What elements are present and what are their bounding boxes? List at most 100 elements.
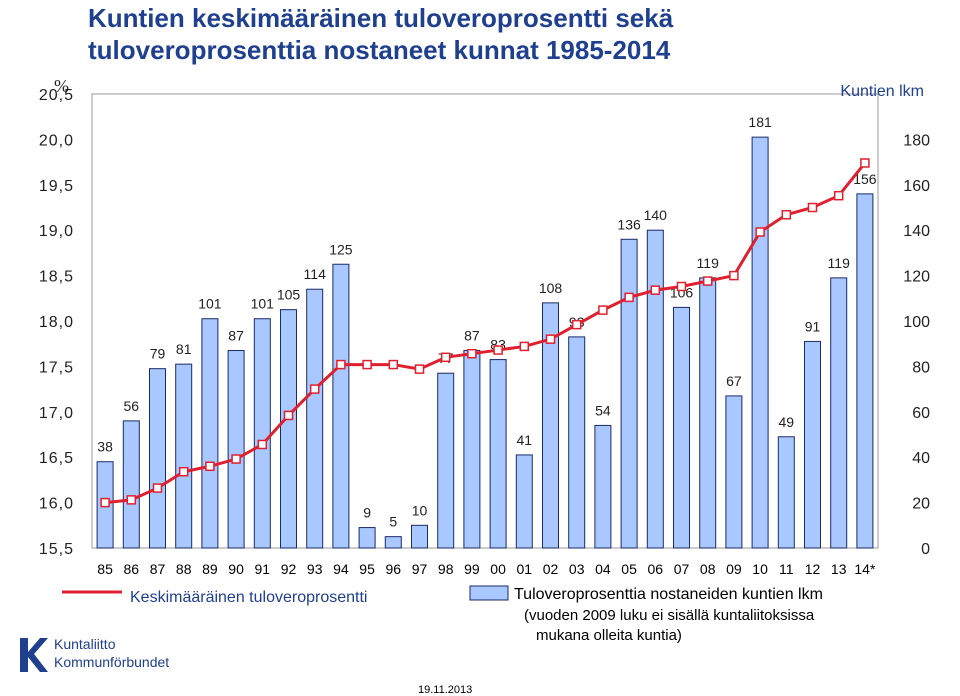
x-axis-tick-label: 05 xyxy=(621,561,637,577)
x-axis-tick-label: 85 xyxy=(97,561,113,577)
left-axis-tick-label: 16,5 xyxy=(39,450,74,467)
bar xyxy=(620,238,638,549)
bar xyxy=(751,136,769,549)
legend-line-label: Keskimääräinen tuloveroprosentti xyxy=(130,589,367,606)
x-axis-tick-label: 89 xyxy=(202,561,218,577)
right-axis-title: Kuntien lkm xyxy=(840,83,924,100)
line-point xyxy=(624,292,634,303)
x-axis-tick-label: 10 xyxy=(752,561,768,577)
x-axis-tick-label: 13 xyxy=(831,561,847,577)
bar xyxy=(804,340,821,549)
x-axis-tick-label: 11 xyxy=(779,561,794,577)
logo-text-line-1: Kuntaliitto xyxy=(54,636,116,652)
x-axis-tick-label: 09 xyxy=(726,561,742,577)
line-point xyxy=(440,352,451,363)
line-point xyxy=(493,345,503,355)
bar-value-label: 79 xyxy=(150,346,166,362)
x-axis-tick-label: 00 xyxy=(490,561,506,577)
bar-value-label: 105 xyxy=(277,287,301,303)
chart-title: Kuntien keskimääräinen tuloveroprosentti… xyxy=(88,2,673,66)
left-axis-tick-label: 17,0 xyxy=(39,405,74,422)
right-axis-tick-label: 40 xyxy=(912,450,930,467)
bar xyxy=(358,527,376,549)
bar xyxy=(725,395,743,549)
x-axis-tick-label: 08 xyxy=(700,561,716,577)
line-point xyxy=(781,210,792,220)
right-axis-tick-label: 120 xyxy=(903,269,930,286)
x-axis-tick-label: 94 xyxy=(333,561,349,577)
line-point xyxy=(178,466,189,477)
bar-value-label: 54 xyxy=(595,402,611,418)
chart-title-line-1: Kuntien keskimääräinen tuloveroprosentti… xyxy=(88,3,674,33)
x-axis-tick-label: 95 xyxy=(359,561,375,577)
bar xyxy=(699,277,717,549)
bar-value-label: 114 xyxy=(304,266,327,282)
bar xyxy=(594,424,612,549)
right-axis-tick-label: 0 xyxy=(921,541,930,558)
bar-value-label: 136 xyxy=(617,216,641,232)
left-axis-tick-label: 16,0 xyxy=(39,496,74,513)
x-axis-tick-label: 86 xyxy=(124,561,140,577)
left-axis-tick-label: 18,0 xyxy=(39,314,74,331)
right-axis-tick-label: 100 xyxy=(903,314,930,331)
bar-value-label: 38 xyxy=(97,439,113,455)
bar-value-label: 67 xyxy=(726,373,742,389)
left-axis-tick-label: 20,0 xyxy=(39,132,74,149)
x-axis-tick-label: 01 xyxy=(517,561,533,577)
right-axis-tick-label: 140 xyxy=(903,223,930,240)
line-point xyxy=(126,495,137,505)
line-point xyxy=(362,359,372,370)
bar-value-label: 140 xyxy=(644,207,668,223)
right-axis-tick-label: 80 xyxy=(912,359,930,376)
bar-value-label: 41 xyxy=(517,432,533,448)
line-point xyxy=(467,348,477,359)
line-point xyxy=(650,285,661,295)
bar xyxy=(830,277,848,549)
bar xyxy=(332,263,350,549)
bar-value-label: 9 xyxy=(363,505,371,521)
legend-bar-label-line-1: Tuloveroprosenttia nostaneiden kuntien l… xyxy=(514,586,823,603)
bar xyxy=(568,336,586,549)
bar xyxy=(777,436,795,549)
left-axis-tick-label: 19,0 xyxy=(39,223,74,240)
logo-text-line-2: Kommunförbundet xyxy=(54,654,170,670)
bar-value-label: 125 xyxy=(329,241,353,257)
x-axis-tick-label: 88 xyxy=(176,561,192,577)
bar-value-label: 101 xyxy=(198,296,222,312)
left-axis-tick-label: 19,5 xyxy=(39,178,74,195)
bar xyxy=(411,524,428,549)
line-point xyxy=(545,334,556,344)
bar xyxy=(463,350,481,549)
x-axis-tick-label: 87 xyxy=(150,561,166,577)
x-axis-tick-label: 07 xyxy=(674,561,690,577)
line-point xyxy=(519,341,530,352)
line-point xyxy=(336,359,346,370)
bar xyxy=(149,368,166,549)
line-series xyxy=(104,162,867,505)
x-axis-tick-label: 93 xyxy=(307,561,323,577)
line-point xyxy=(571,319,582,330)
line-point xyxy=(598,305,608,315)
right-axis-tick-label: 20 xyxy=(912,496,930,513)
bar-value-label: 10 xyxy=(412,502,428,518)
chart-title-line-2: tuloveroprosenttia nostaneet kunnat 1985… xyxy=(88,35,671,65)
bar-value-label: 108 xyxy=(539,280,563,296)
line-point xyxy=(414,364,425,374)
line-point xyxy=(807,202,818,213)
bar xyxy=(175,363,193,549)
x-axis-tick-label: 90 xyxy=(228,561,244,577)
bar-value-label: 119 xyxy=(697,255,720,271)
bar xyxy=(856,193,874,549)
bar-value-label: 91 xyxy=(805,318,821,334)
left-axis-tick-label: 17,5 xyxy=(39,359,74,376)
kuntaliitto-logo-mark-icon xyxy=(20,638,48,672)
line-point xyxy=(729,270,739,281)
bar-value-label: 5 xyxy=(389,514,397,530)
x-axis-tick-label: 97 xyxy=(412,561,428,577)
right-axis-tick-label: 160 xyxy=(903,178,930,195)
line-point xyxy=(257,439,268,450)
bar-value-label: 56 xyxy=(124,398,140,414)
bar xyxy=(437,372,455,549)
bar xyxy=(515,454,533,549)
